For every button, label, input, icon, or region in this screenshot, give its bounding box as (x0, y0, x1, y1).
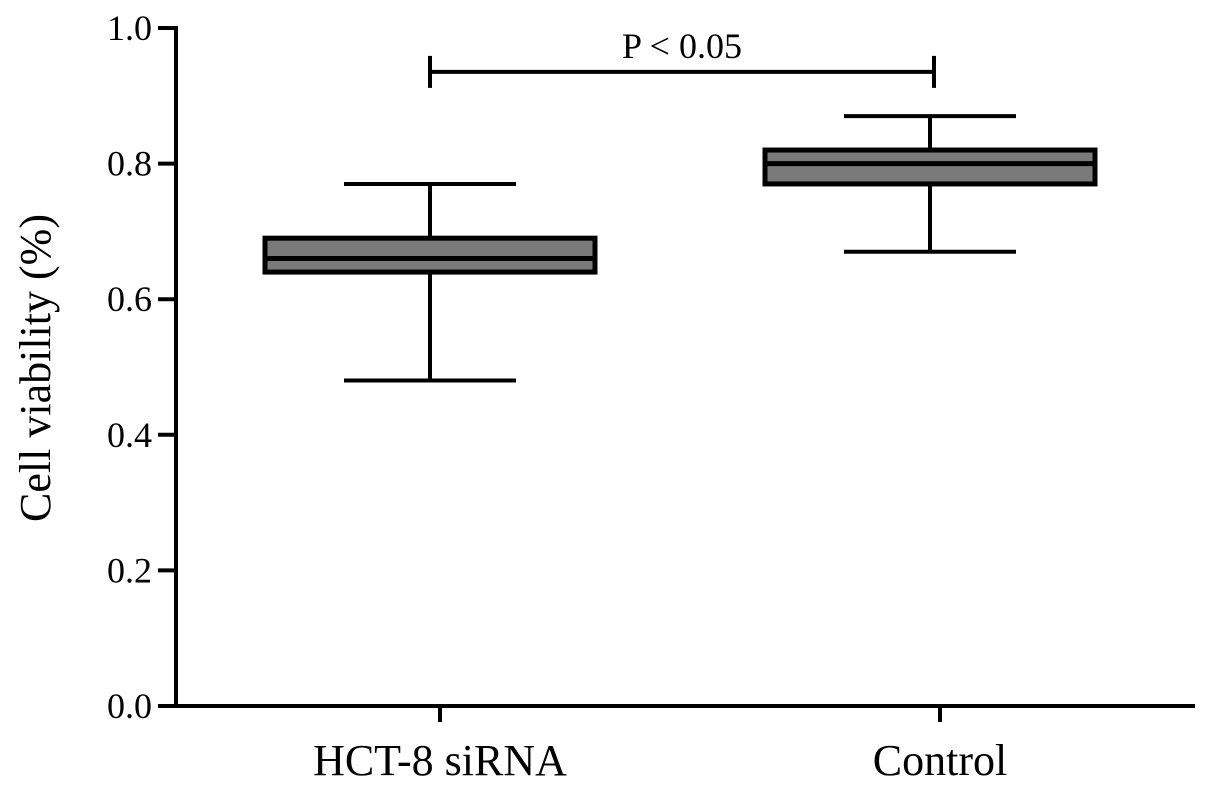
y-tick-label: 0.0 (107, 686, 152, 726)
y-axis: 0.0 0.2 0.4 0.6 0.8 1.0 (107, 8, 178, 726)
x-category-label: Control (873, 736, 1007, 785)
y-tick-label: 0.2 (107, 550, 152, 590)
box-group (262, 114, 1098, 383)
iqr-box (262, 235, 598, 275)
y-tick-label: 1.0 (107, 8, 152, 48)
iqr-box (762, 147, 1098, 187)
y-tick-label: 0.4 (107, 415, 152, 455)
y-axis-title: Cell viability (%) (11, 214, 60, 522)
significance-annotation: P < 0.05 (428, 26, 936, 88)
x-category-label: HCT-8 siRNA (313, 736, 567, 785)
box-plot-control (762, 114, 1098, 254)
box-plot-hct8-sirna (262, 181, 598, 383)
y-tick-label: 0.8 (107, 144, 152, 184)
significance-label: P < 0.05 (622, 26, 742, 66)
x-axis: HCT-8 siRNA Control (174, 704, 1195, 785)
y-tick-label: 0.6 (107, 279, 152, 319)
